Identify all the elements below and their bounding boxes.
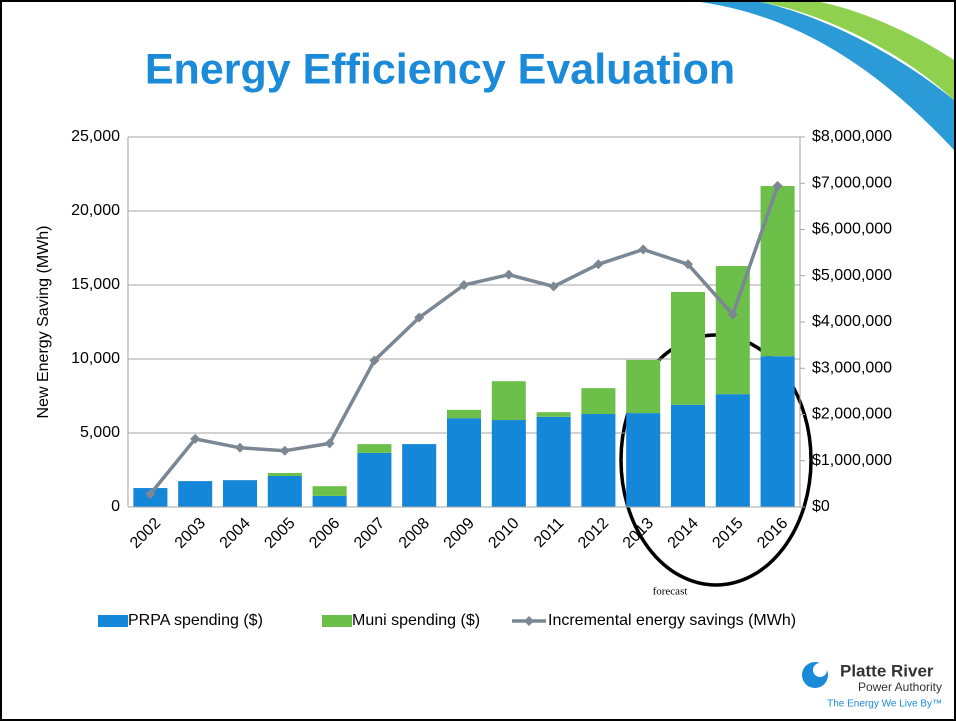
y2-tick-label: $6,000,000 bbox=[812, 221, 892, 238]
y2-tick-label: $8,000,000 bbox=[812, 128, 892, 145]
bar bbox=[492, 420, 526, 507]
bar bbox=[537, 412, 571, 417]
legend-label: Muni spending ($) bbox=[352, 612, 480, 629]
bar bbox=[357, 453, 391, 507]
bar bbox=[671, 405, 705, 507]
y-tick-label: 10,000 bbox=[71, 350, 120, 367]
bar bbox=[447, 418, 481, 507]
logo-tagline: The Energy We Live By™ bbox=[827, 699, 942, 710]
slide-title: Energy Efficiency Evaluation bbox=[145, 45, 735, 93]
bar bbox=[537, 417, 571, 507]
bar bbox=[268, 473, 302, 476]
y-tick-label: 0 bbox=[111, 498, 120, 515]
bar bbox=[761, 356, 795, 507]
bar bbox=[357, 444, 391, 453]
bar bbox=[313, 496, 347, 507]
bar bbox=[447, 410, 481, 418]
y2-tick-label: $5,000,000 bbox=[812, 267, 892, 284]
slide: Energy Efficiency Evaluation New Energy … bbox=[0, 0, 956, 721]
y2-tick-label: $7,000,000 bbox=[812, 174, 892, 191]
y2-tick-label: $0 bbox=[812, 498, 830, 515]
bar bbox=[581, 414, 615, 507]
bar bbox=[268, 476, 302, 507]
y-tick-label: 5,000 bbox=[80, 424, 120, 441]
y-axis-label: New Energy Saving (MWh) bbox=[35, 226, 52, 419]
logo-subtitle: Power Authority bbox=[858, 680, 942, 694]
legend-label: Incremental energy savings (MWh) bbox=[548, 612, 796, 629]
bar bbox=[716, 394, 750, 507]
y2-tick-label: $1,000,000 bbox=[812, 452, 892, 469]
bar bbox=[761, 186, 795, 356]
y2-tick-label: $3,000,000 bbox=[812, 359, 892, 376]
bar bbox=[626, 360, 660, 413]
logo-icon-inner bbox=[813, 663, 827, 677]
y-tick-label: 15,000 bbox=[71, 276, 120, 293]
annotation: forecast bbox=[653, 586, 688, 598]
bar bbox=[671, 292, 705, 405]
bar bbox=[223, 480, 257, 507]
y2-tick-label: $2,000,000 bbox=[812, 406, 892, 423]
bar bbox=[178, 481, 212, 507]
legend-label: PRPA spending ($) bbox=[128, 612, 263, 629]
bar bbox=[626, 413, 660, 507]
y2-tick-label: $4,000,000 bbox=[812, 313, 892, 330]
bar bbox=[402, 444, 436, 507]
legend-swatch bbox=[98, 615, 128, 627]
legend-swatch bbox=[322, 615, 352, 627]
y-tick-label: 25,000 bbox=[71, 128, 120, 145]
y-tick-label: 20,000 bbox=[71, 202, 120, 219]
bar bbox=[313, 486, 347, 496]
bar bbox=[492, 381, 526, 420]
logo-name: Platte River bbox=[840, 661, 934, 680]
bar bbox=[581, 388, 615, 414]
